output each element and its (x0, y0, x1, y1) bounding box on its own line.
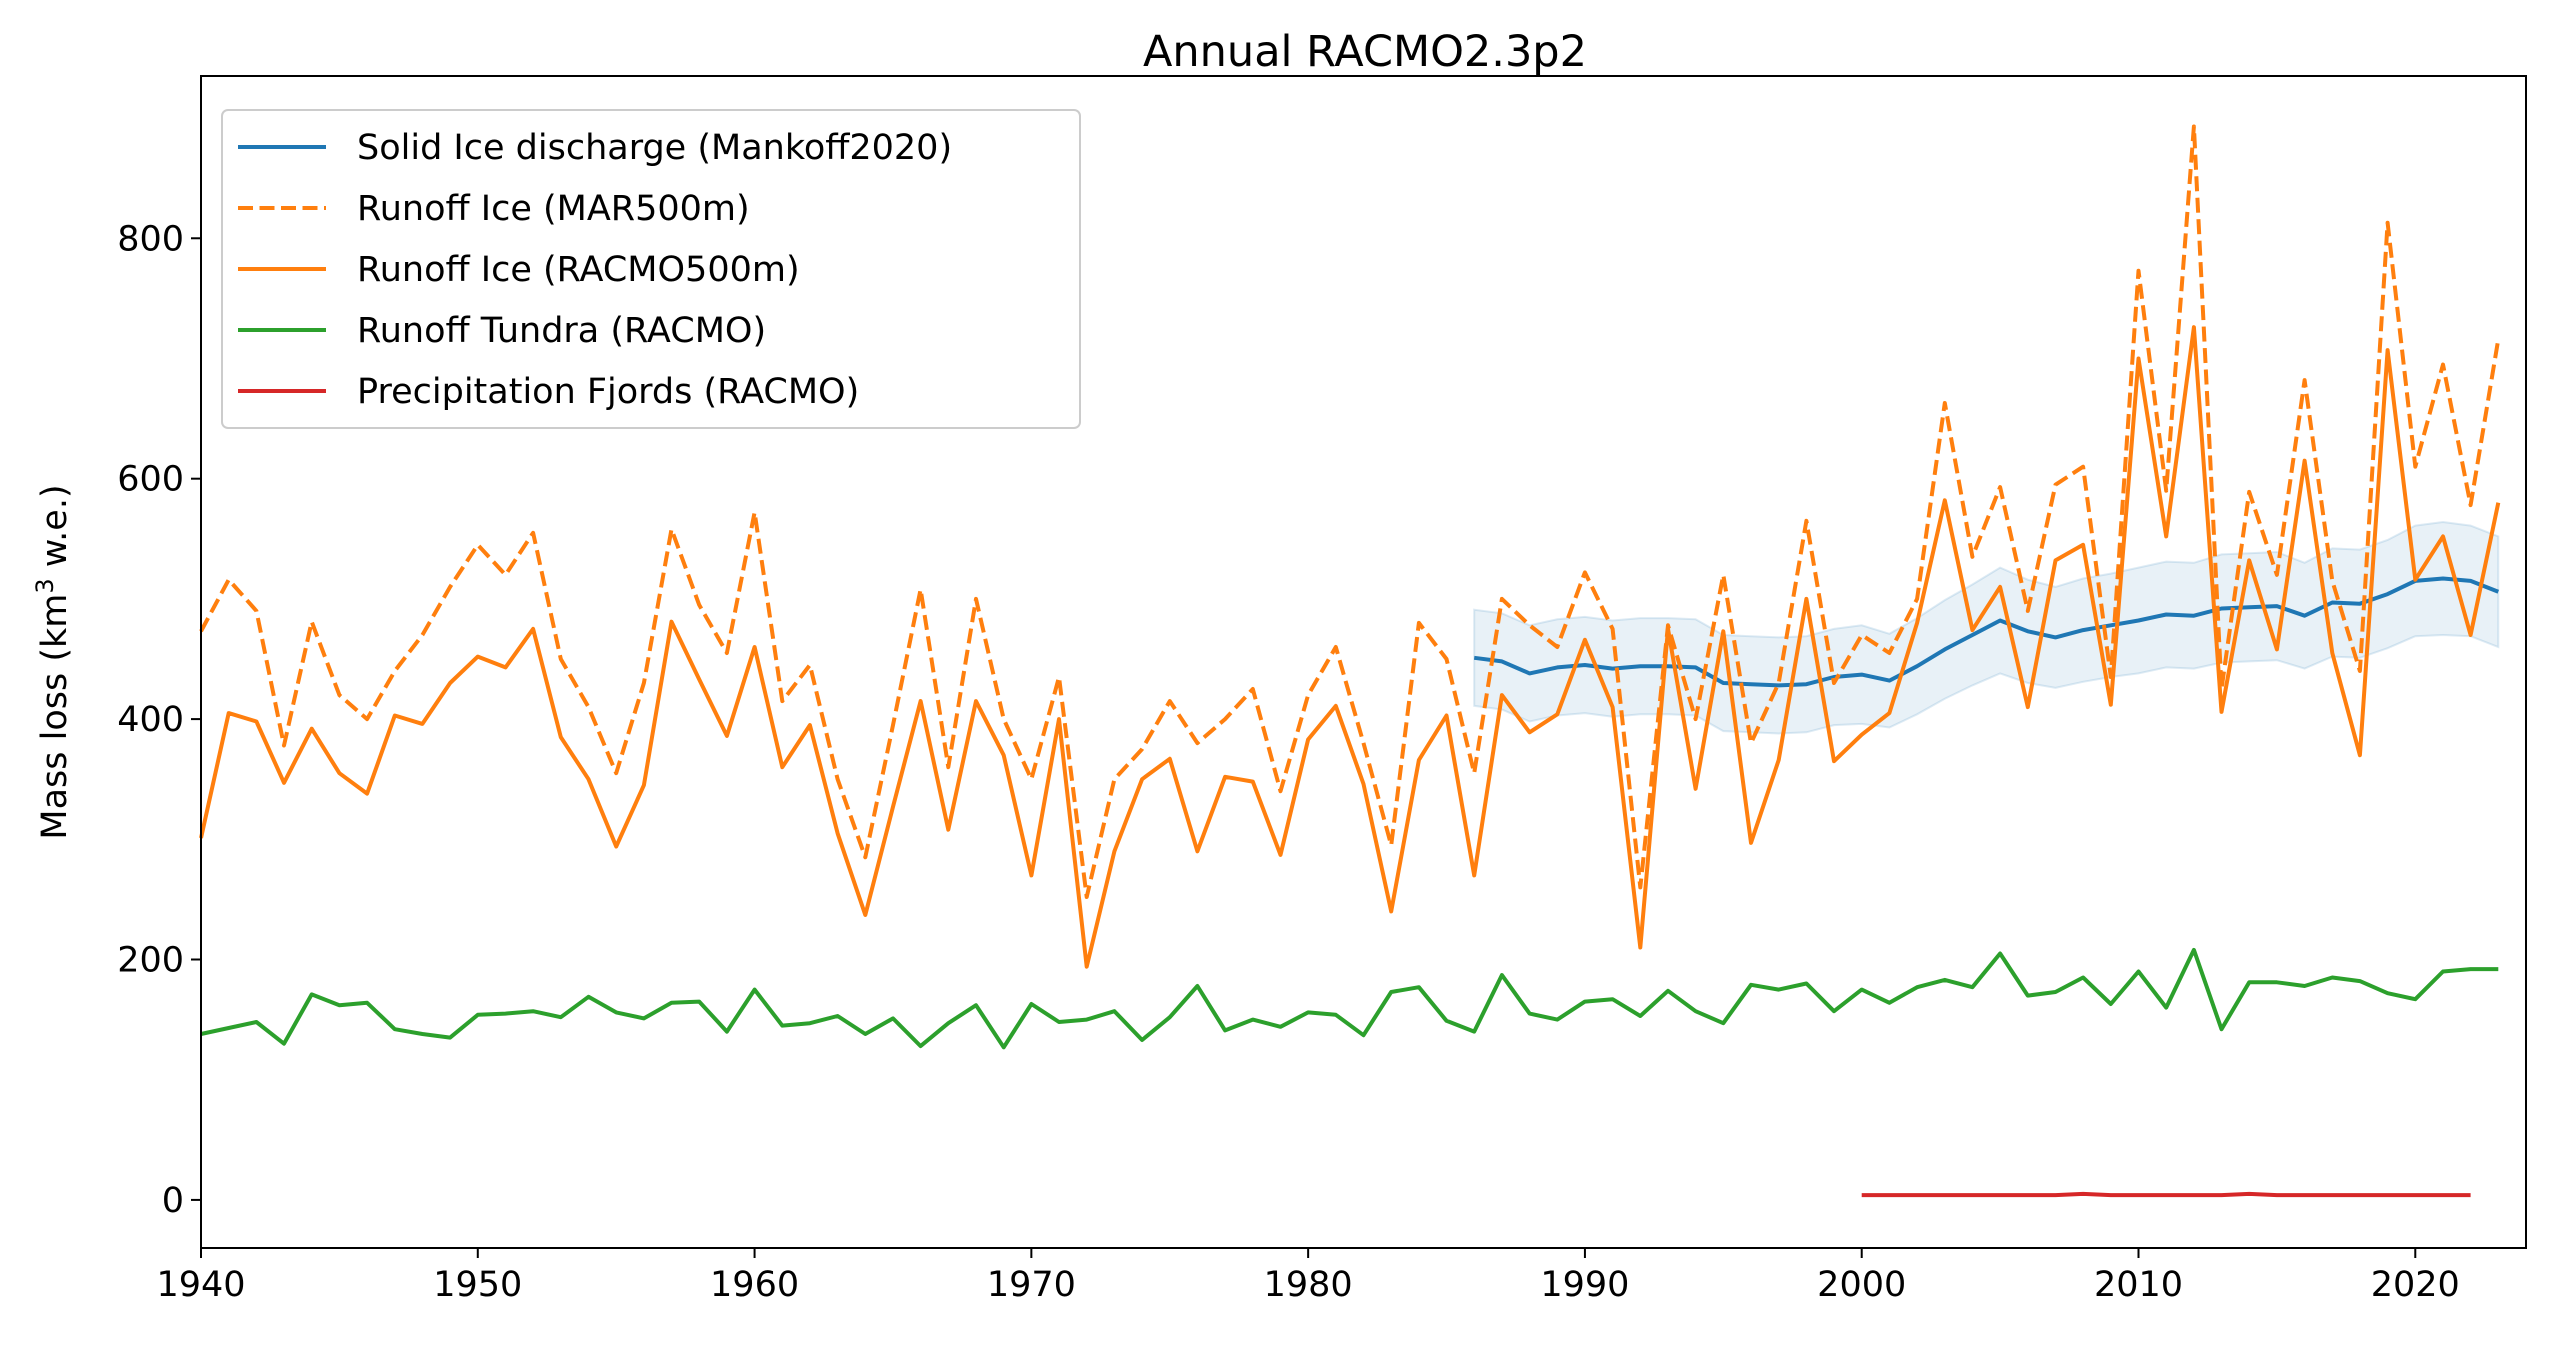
y-axis-label: Mass loss (km3 w.e.) (31, 484, 75, 839)
x-tick-label-1970: 1970 (987, 1265, 1076, 1305)
y-tick-label-400: 400 (117, 700, 184, 740)
series-line-runoff-ice-racmo500m (199, 325, 2501, 969)
plot-frame (200, 75, 2527, 1249)
y-axis-label-tail: w.e.) (35, 484, 75, 578)
x-tick-label-1990: 1990 (1540, 1265, 1629, 1305)
y-axis-label-sup: 3 (31, 578, 59, 593)
y-tick-label-800: 800 (117, 219, 184, 259)
series-line-precipitation-fjords-racmo (1861, 1191, 2471, 1198)
legend-label-solid-ice-discharge-mankoff2020: Solid Ice discharge (Mankoff2020) (357, 128, 952, 168)
legend-label-runoff-ice-racmo500m: Runoff Ice (RACMO500m) (357, 250, 800, 290)
chart-title: Annual RACMO2.3p2 (1143, 27, 1587, 77)
legend-label-runoff-ice-mar500m: Runoff Ice (MAR500m) (357, 189, 750, 229)
y-tick-label-600: 600 (117, 460, 184, 500)
x-tick-label-1980: 1980 (1264, 1265, 1353, 1305)
series-line-runoff-ice-mar500m (199, 124, 2501, 899)
y-tick-label-0: 0 (162, 1181, 184, 1221)
series-line-runoff-tundra-racmo (200, 947, 2499, 1050)
legend: Solid Ice discharge (Mankoff2020) Runoff … (221, 109, 1081, 429)
x-tick-label-2000: 2000 (1817, 1265, 1906, 1305)
y-axis-label-main: Mass loss (km (35, 594, 75, 840)
y-tick-label-200: 200 (117, 941, 184, 981)
x-tick-label-1960: 1960 (710, 1265, 799, 1305)
legend-label-runoff-tundra-racmo: Runoff Tundra (RACMO) (357, 311, 766, 351)
x-tick-label-2020: 2020 (2371, 1265, 2460, 1305)
legend-box (221, 109, 1081, 429)
legend-label-precipitation-fjords-racmo: Precipitation Fjords (RACMO) (357, 372, 859, 412)
x-tick-label-1950: 1950 (433, 1265, 522, 1305)
x-tick-label-2010: 2010 (2094, 1265, 2183, 1305)
x-axis: 1940 1950 1960 1970 1980 1990 2000 2010 2020 (156, 1248, 2460, 1305)
series-line-solid-ice-discharge-mankoff2020 (1473, 576, 2500, 688)
y-axis: 0 200 400 600 800 (117, 219, 201, 1221)
x-tick-label-1940: 1940 (156, 1265, 245, 1305)
series-layer (199, 124, 2501, 1198)
